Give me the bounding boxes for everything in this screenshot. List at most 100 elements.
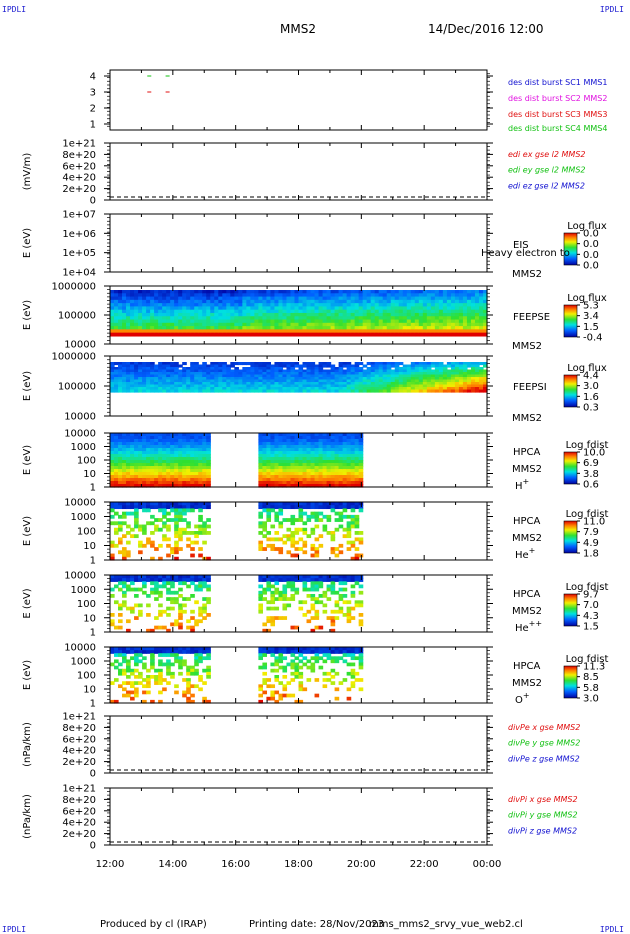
- heatmap-cell: [450, 296, 456, 301]
- heatmap-cell: [234, 377, 239, 381]
- heatmap-cell: [162, 312, 167, 317]
- heatmap-cell: [238, 389, 243, 393]
- heatmap-cell: [122, 362, 127, 366]
- heatmap-cell: [154, 293, 159, 298]
- heatmap-cell: [374, 364, 380, 368]
- heatmap-cell: [154, 484, 159, 488]
- heatmap-cell: [270, 439, 276, 443]
- heatmap-cell: [322, 299, 328, 304]
- heatmap-cell: [230, 290, 235, 294]
- heatmap-cell: [298, 469, 304, 473]
- heatmap-cell: [122, 387, 127, 391]
- heatmap-cell: [470, 306, 476, 311]
- heatmap-cell: [266, 578, 272, 582]
- heatmap-cell: [326, 290, 332, 294]
- heatmap-cell: [194, 534, 199, 539]
- heatmap-cell: [126, 693, 131, 698]
- heatmap-cell: [238, 374, 243, 378]
- heatmap-cell: [354, 578, 360, 582]
- heatmap-cell: [322, 575, 328, 579]
- heatmap-cell: [374, 326, 380, 330]
- heatmap-cell: [354, 290, 360, 294]
- heatmap-cell: [414, 299, 420, 304]
- heatmap-cell: [142, 290, 147, 294]
- heatmap-cell: [350, 312, 356, 317]
- heatmap-cell: [142, 460, 147, 464]
- heatmap-cell: [462, 299, 468, 304]
- heatmap-cell: [110, 322, 115, 327]
- heatmap-cell: [318, 584, 324, 589]
- heatmap-cell: [158, 445, 163, 449]
- heatmap-cell: [322, 316, 328, 321]
- heatmap-cell: [146, 309, 151, 314]
- heatmap-cell: [246, 372, 251, 376]
- heatmap-cell: [194, 303, 199, 307]
- heatmap-cell: [134, 367, 139, 371]
- heatmap-cell: [214, 377, 219, 381]
- heatmap-cell: [262, 377, 268, 381]
- heatmap-cell: [470, 299, 476, 304]
- heatmap-cell: [310, 384, 316, 388]
- heatmap-cell: [214, 316, 219, 321]
- heatmap-cell: [378, 326, 384, 330]
- heatmap-cell: [438, 379, 444, 383]
- heatmap-cell: [150, 484, 155, 488]
- heatmap-cell: [118, 502, 123, 506]
- heatmap-cell: [302, 540, 308, 545]
- heatmap-cell: [282, 534, 288, 539]
- heatmap-cell: [354, 581, 360, 586]
- heatmap-cell: [178, 502, 183, 506]
- heatmap-cell: [298, 484, 304, 488]
- heatmap-cell: [146, 578, 151, 582]
- heatmap-cell: [310, 484, 316, 488]
- heatmap-cell: [134, 460, 139, 464]
- heatmap-cell: [126, 481, 131, 485]
- heatmap-cell: [454, 316, 460, 321]
- heatmap-cell: [410, 296, 416, 301]
- heatmap-cell: [350, 319, 356, 324]
- heatmap-cell: [282, 379, 288, 383]
- heatmap-cell: [122, 590, 127, 595]
- heatmap-cell: [250, 364, 255, 368]
- heatmap-cell: [406, 332, 412, 337]
- heatmap-cell: [214, 326, 219, 330]
- panel-frame: [109, 69, 488, 131]
- heatmap-cell: [126, 584, 131, 589]
- heatmap-cell: [458, 364, 464, 368]
- heatmap-cell: [466, 332, 472, 337]
- heatmap-cell: [378, 369, 384, 373]
- heatmap-cell: [274, 445, 280, 449]
- heatmap-cell: [258, 316, 264, 321]
- heatmap-cell: [462, 374, 468, 378]
- heatmap-cell: [294, 372, 300, 376]
- heatmap-cell: [206, 597, 211, 601]
- heatmap-cell: [346, 319, 352, 324]
- heatmap-cell: [358, 622, 364, 627]
- heatmap-cell: [334, 518, 340, 522]
- heatmap-cell: [166, 439, 171, 443]
- heatmap-cell: [130, 362, 135, 366]
- heatmap-cell: [182, 603, 187, 608]
- heatmap-cell: [182, 475, 187, 479]
- heatmap-cell: [474, 312, 480, 317]
- y-tick-label: 10000: [64, 571, 96, 582]
- heatmap-cell: [330, 445, 336, 449]
- heatmap-cell: [410, 367, 416, 371]
- heatmap-cell: [322, 379, 328, 383]
- heatmap-cell: [286, 433, 292, 437]
- heatmap-cell: [158, 312, 163, 317]
- heatmap-cell: [158, 329, 163, 334]
- heatmap-cell: [406, 312, 412, 317]
- heatmap-cell: [258, 372, 264, 376]
- heatmap-cell: [258, 377, 264, 381]
- heatmap-cell: [202, 374, 207, 378]
- heatmap-cell: [158, 387, 163, 391]
- colorbar-title: Log fdist: [566, 440, 609, 451]
- heatmap-cell: [366, 319, 372, 324]
- heatmap-cell: [274, 547, 280, 551]
- heatmap-cell: [286, 469, 292, 473]
- heatmap-cell: [338, 329, 344, 334]
- heatmap-cell: [358, 505, 364, 510]
- heatmap-cell: [430, 296, 436, 301]
- heatmap-cell: [206, 472, 211, 476]
